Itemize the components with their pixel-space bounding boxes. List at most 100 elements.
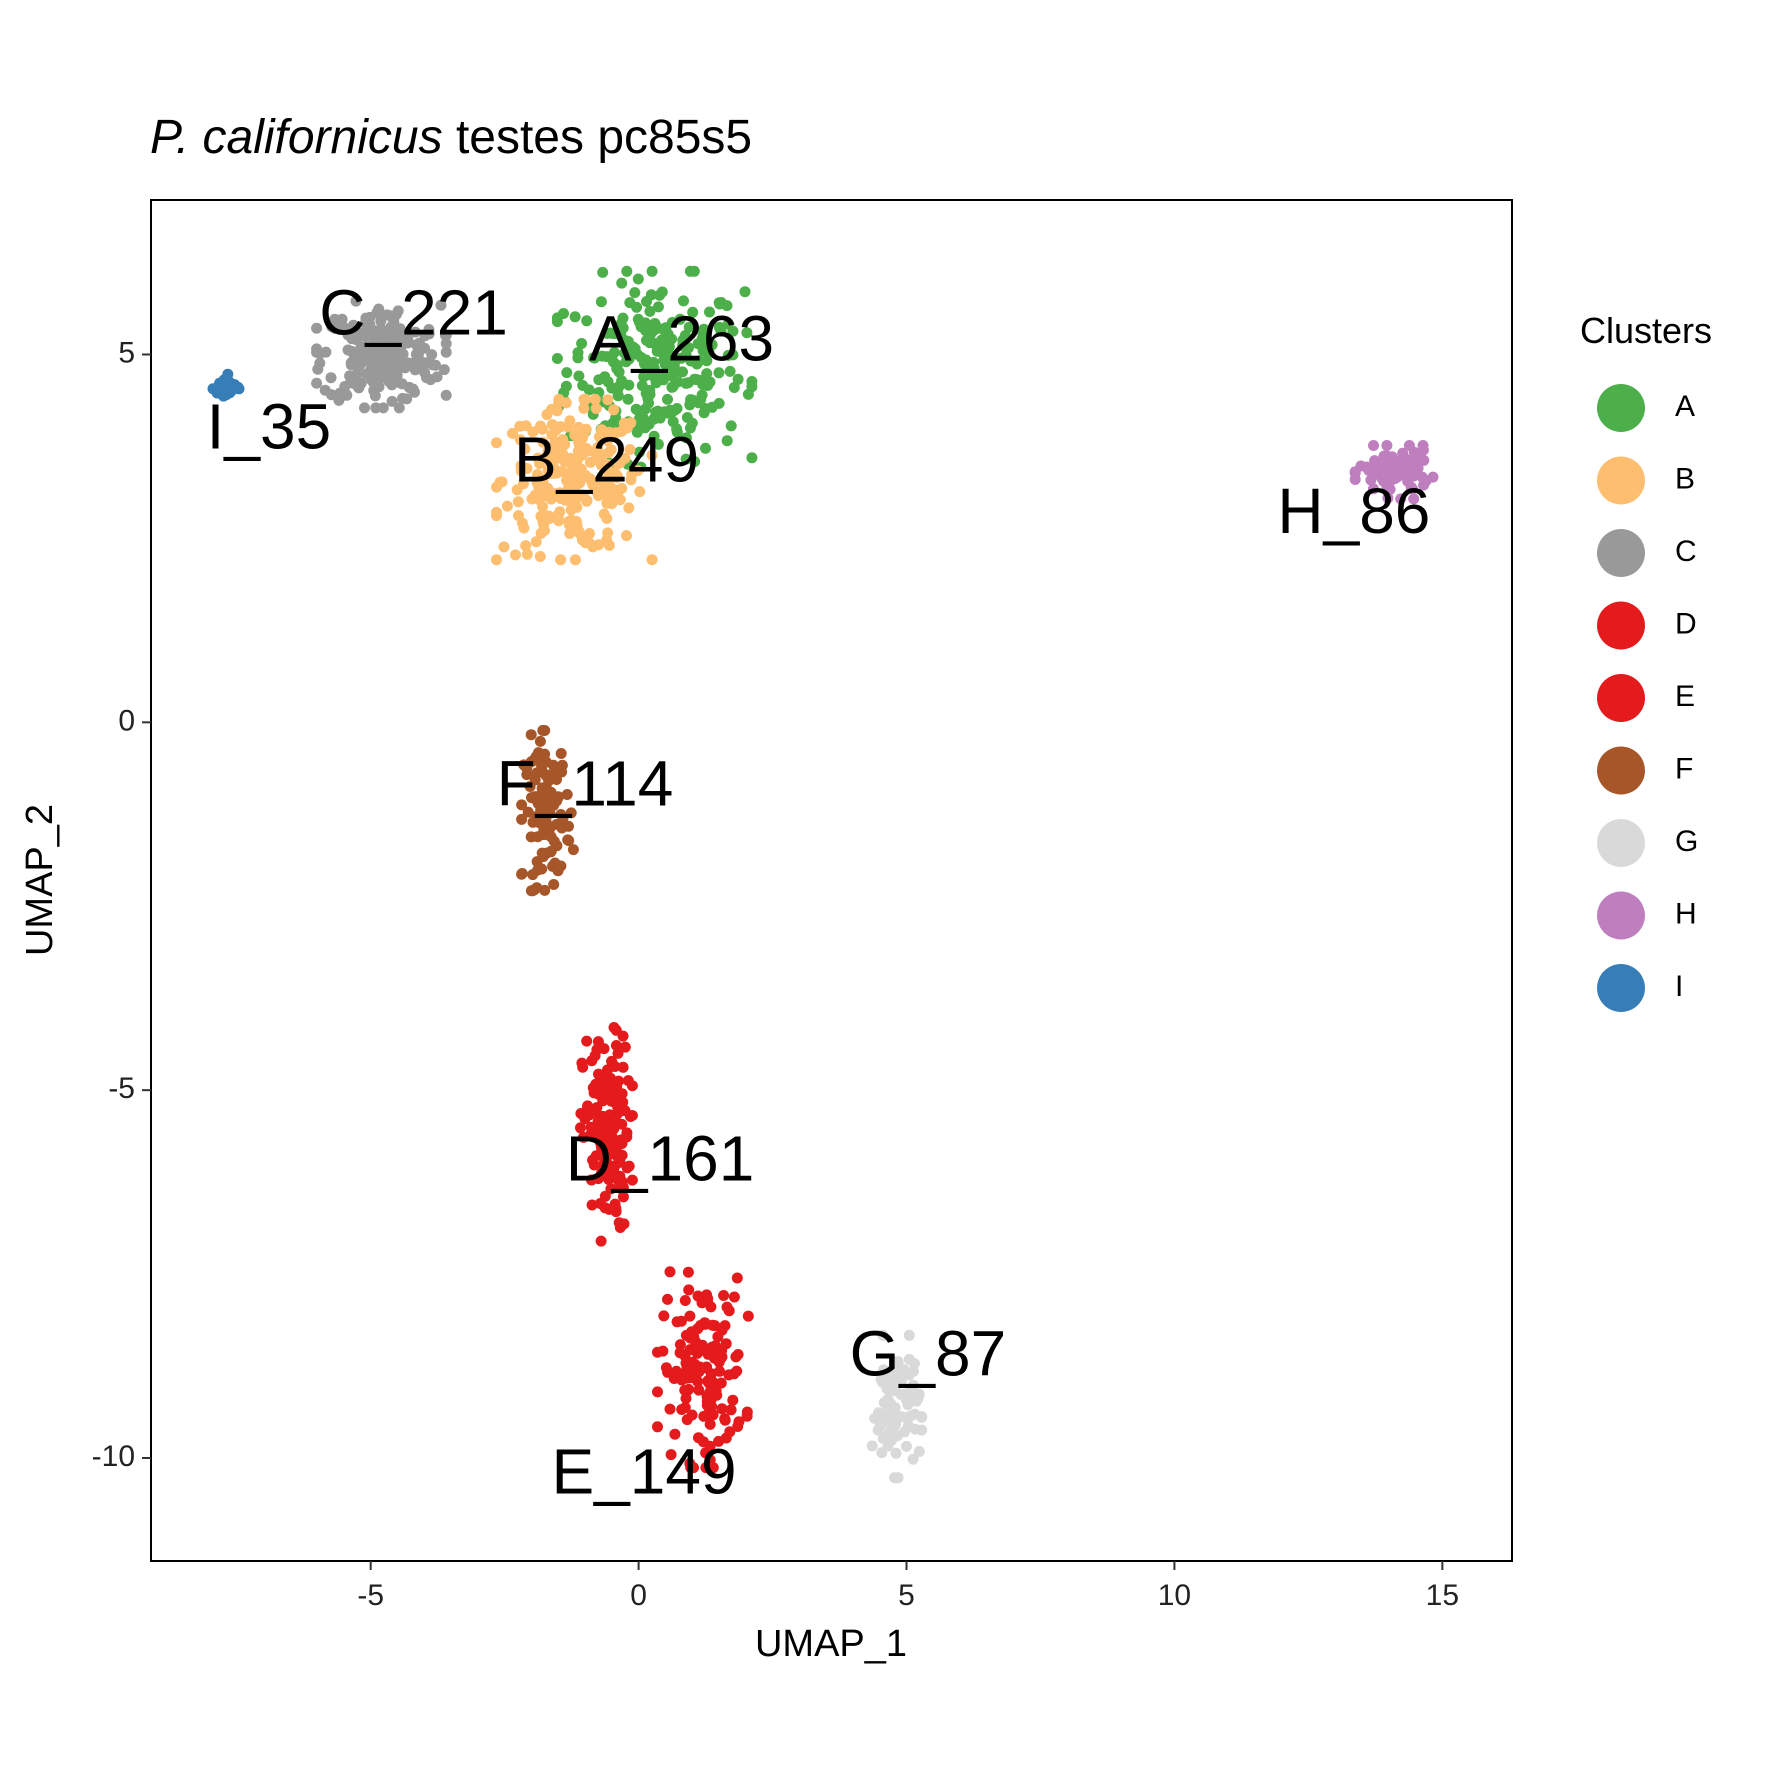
scatter-point-a [728, 382, 740, 393]
scatter-point-a [652, 438, 664, 450]
scatter-point-e [652, 1346, 663, 1358]
scatter-point-e [742, 1310, 754, 1322]
scatter-point-a [696, 389, 708, 401]
scatter-point-d [612, 1107, 624, 1119]
scatter-point-a [685, 355, 697, 367]
scatter-point-e [668, 1373, 680, 1384]
scatter-point-a [631, 426, 643, 438]
scatter-point-c [440, 346, 452, 358]
legend-key-c [1597, 529, 1645, 577]
scatter-point-e [689, 1358, 701, 1370]
scatter-point-d [583, 1109, 595, 1121]
scatter-point-b [590, 403, 602, 414]
scatter-point-b [518, 522, 530, 534]
scatter-point-b [589, 393, 601, 405]
scatter-point-d [606, 1131, 618, 1142]
chart-title: P. californicus testes pc85s5 [150, 111, 752, 164]
scatter-point-a [620, 356, 632, 368]
scatter-point-a [652, 301, 664, 313]
scatter-point-c [383, 326, 395, 338]
scatter-point-a [679, 330, 691, 341]
scatter-point-b [569, 554, 581, 566]
legend-label-f: F [1675, 752, 1693, 785]
scatter-point-h [1408, 470, 1420, 482]
scatter-point-b [491, 437, 502, 449]
y-tick-label: 0 [118, 704, 135, 737]
scatter-point-g [909, 1423, 921, 1435]
scatter-point-c [393, 402, 405, 414]
scatter-point-a [662, 407, 674, 419]
scatter-point-b [595, 474, 606, 486]
scatter-point-f [561, 789, 573, 800]
legend-label-e: E [1675, 680, 1695, 713]
scatter-point-b [520, 540, 532, 552]
scatter-point-c [388, 316, 400, 328]
scatter-point-g [895, 1375, 907, 1387]
scatter-point-e [679, 1295, 691, 1306]
scatter-point-b [543, 468, 555, 480]
scatter-point-d [575, 1122, 586, 1134]
scatter-point-h [1384, 455, 1396, 467]
scatter-point-d [575, 1108, 587, 1119]
scatter-point-b [601, 513, 613, 524]
scatter-point-b [646, 449, 658, 461]
scatter-point-a [632, 273, 644, 285]
scatter-point-a [629, 287, 641, 299]
scatter-point-e [719, 1413, 731, 1425]
cluster-label-h: H_86 [1277, 475, 1430, 547]
scatter-point-b [564, 415, 576, 427]
scatter-point-a [569, 311, 581, 323]
cluster-label-b: B_249 [514, 424, 699, 496]
scatter-point-b [537, 436, 549, 448]
scatter-point-g [904, 1410, 916, 1422]
scatter-point-b [580, 393, 591, 405]
scatter-point-d [610, 1024, 622, 1036]
scatter-point-b [559, 492, 571, 504]
scatter-point-g [879, 1407, 891, 1419]
cluster-label-a: A_263 [589, 302, 774, 374]
scatter-point-c [344, 370, 356, 382]
scatter-point-e [704, 1454, 716, 1466]
scatter-point-g [901, 1440, 912, 1452]
scatter-point-d [614, 1182, 626, 1194]
scatter-point-e [674, 1347, 686, 1359]
scatter-point-b [614, 494, 626, 506]
scatter-point-c [402, 337, 414, 349]
scatter-point-f [565, 807, 577, 819]
scatter-point-b [555, 554, 567, 566]
scatter-point-c [430, 359, 441, 371]
scatter-point-e [679, 1384, 691, 1396]
scatter-point-b [542, 449, 554, 461]
scatter-point-b [613, 484, 625, 496]
scatter-point-f [521, 762, 533, 774]
scatter-point-g [866, 1440, 878, 1452]
scatter-point-a [572, 347, 584, 359]
scatter-point-b [521, 548, 533, 560]
scatter-point-d [599, 1154, 611, 1166]
scatter-point-c [319, 384, 331, 396]
scatter-point-a [696, 332, 708, 344]
scatter-point-e [652, 1421, 663, 1433]
scatter-point-b [535, 480, 547, 492]
scatter-point-d [604, 1072, 616, 1084]
scatter-point-g [890, 1472, 902, 1484]
scatter-point-b [534, 551, 546, 562]
scatter-point-d [595, 1138, 607, 1150]
scatter-point-b [547, 487, 559, 499]
scatter-point-a [689, 456, 701, 467]
scatter-point-a [662, 393, 673, 405]
x-tick-label: -5 [357, 1579, 384, 1612]
scatter-point-h [1349, 466, 1361, 478]
scatter-point-c [386, 395, 398, 407]
scatter-point-a [644, 388, 656, 400]
scatter-point-f [545, 845, 557, 857]
scatter-point-g [902, 1399, 914, 1411]
scatter-point-a [674, 313, 686, 325]
scatter-point-g [913, 1446, 925, 1457]
scatter-point-b [501, 500, 513, 512]
scatter-point-e [681, 1366, 693, 1378]
scatter-point-a [667, 381, 679, 393]
scatter-point-b [632, 465, 644, 477]
scatter-point-c [440, 338, 452, 350]
legend-key-a [1597, 384, 1645, 432]
